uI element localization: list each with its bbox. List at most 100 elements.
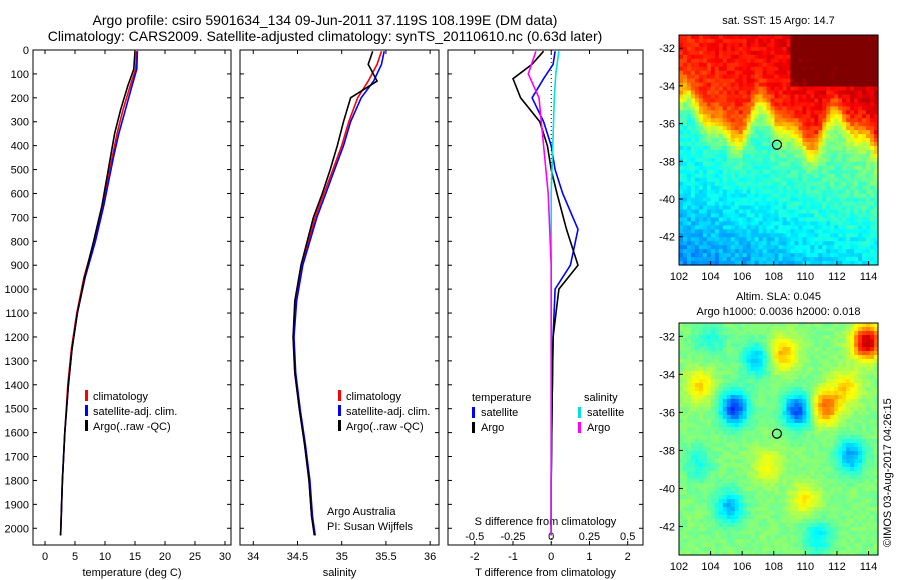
raster-cell — [850, 165, 855, 171]
raster-cell — [822, 82, 827, 88]
raster-cell — [810, 229, 815, 234]
raster-cell — [679, 225, 684, 230]
raster-cell — [842, 50, 847, 56]
raster-cell — [782, 245, 788, 250]
raster-cell — [718, 411, 724, 416]
raster-cell — [822, 185, 827, 191]
raster-cell — [762, 411, 768, 416]
raster-cell — [774, 331, 780, 336]
raster-cell — [834, 142, 839, 147]
raster-cell — [698, 455, 704, 460]
raster-cell — [702, 363, 708, 368]
raster-cell — [830, 138, 835, 143]
raster-cell — [822, 399, 827, 404]
raster-cell — [854, 351, 859, 356]
raster-cell — [734, 106, 740, 111]
raster-cell — [778, 142, 784, 147]
raster-cell — [790, 423, 796, 428]
raster-cell — [694, 399, 700, 404]
raster-cell — [826, 142, 831, 147]
raster-cell — [826, 54, 831, 60]
raster-cell — [798, 335, 803, 340]
raster-cell — [814, 98, 819, 104]
raster-cell — [842, 185, 847, 191]
raster-cell — [870, 339, 875, 344]
raster-cell — [690, 435, 696, 440]
raster-cell — [818, 90, 823, 96]
raster-cell — [730, 86, 736, 92]
raster-cell — [826, 114, 831, 119]
raster-cell — [746, 253, 752, 258]
raster-cell — [754, 367, 760, 372]
raster-cell — [730, 110, 736, 115]
raster-cell — [690, 50, 696, 56]
raster-cell — [766, 126, 772, 131]
raster-cell — [782, 343, 788, 348]
raster-cell — [814, 233, 819, 238]
raster-cell — [850, 371, 855, 376]
raster-cell — [698, 415, 704, 420]
raster-cell — [830, 379, 835, 384]
raster-cell — [810, 233, 815, 238]
raster-cell — [862, 327, 867, 332]
raster-cell — [794, 110, 799, 115]
x-tick-label: -2 — [470, 551, 480, 563]
raster-cell — [766, 134, 772, 139]
raster-cell — [802, 74, 807, 80]
raster-cell — [870, 229, 875, 234]
raster-cell — [854, 463, 859, 468]
raster-cell — [874, 50, 879, 56]
raster-cell — [718, 447, 724, 452]
raster-cell — [866, 185, 871, 191]
raster-cell — [826, 225, 831, 230]
raster-cell — [810, 197, 815, 203]
raster-cell — [726, 98, 732, 104]
raster-cell — [798, 359, 803, 364]
raster-cell — [850, 169, 855, 175]
raster-cell — [822, 347, 827, 352]
raster-cell — [826, 58, 831, 64]
raster-cell — [770, 249, 776, 254]
raster-cell — [806, 435, 811, 440]
raster-cell — [850, 435, 855, 440]
raster-cell — [694, 185, 700, 191]
raster-cell — [754, 451, 760, 456]
raster-cell — [822, 459, 827, 464]
raster-cell — [726, 459, 732, 464]
raster-cell — [734, 383, 740, 388]
raster-cell — [802, 403, 807, 408]
raster-cell — [682, 126, 688, 131]
raster-cell — [694, 403, 700, 408]
raster-cell — [810, 70, 815, 76]
raster-cell — [770, 62, 776, 68]
x2-tick-label: 0.25 — [579, 531, 600, 543]
raster-cell — [790, 181, 796, 187]
raster-cell — [802, 185, 807, 191]
raster-cell — [862, 439, 867, 444]
raster-cell — [874, 134, 879, 139]
raster-cell — [810, 134, 815, 139]
raster-cell — [798, 447, 803, 452]
raster-cell — [730, 455, 736, 460]
legend-swatch — [85, 405, 88, 416]
raster-cell — [818, 459, 823, 464]
raster-cell — [798, 130, 803, 135]
raster-cell — [770, 217, 776, 222]
raster-cell — [830, 110, 835, 115]
raster-cell — [770, 126, 776, 131]
raster-cell — [782, 395, 788, 400]
raster-cell — [774, 106, 780, 111]
raster-cell — [714, 427, 720, 432]
raster-cell — [778, 447, 784, 452]
raster-cell — [770, 355, 776, 360]
raster-cell — [766, 161, 772, 167]
raster-cell — [718, 237, 724, 242]
raster-cell — [686, 189, 692, 195]
raster-cell — [750, 459, 756, 464]
raster-cell — [790, 257, 796, 262]
raster-cell — [682, 451, 688, 456]
raster-cell — [774, 455, 780, 460]
raster-cell — [694, 173, 700, 179]
raster-cell — [710, 261, 716, 266]
raster-cell — [798, 134, 803, 139]
